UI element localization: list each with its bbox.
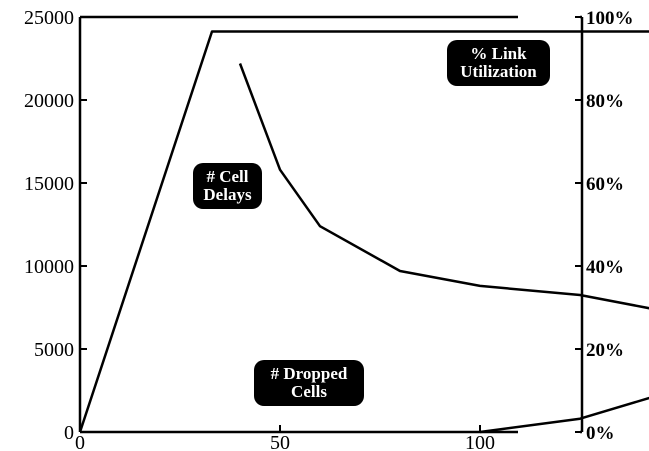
y-left-tick-label: 0 [64,422,74,444]
series-label-text: % Link [470,44,527,63]
y-left-tick-label: 20000 [24,90,74,112]
y-right-tick-label: 0% [586,423,615,444]
series-line-3 [479,396,649,434]
axes [78,15,584,434]
series-label-box-2 [193,163,262,209]
x-tick-label: 100 [465,432,495,451]
y-right-tick-label: 20% [586,340,624,361]
y-left-tick-label: 25000 [24,7,74,29]
series-label-text: Delays [203,185,252,204]
y-right-tick-label: 40% [586,257,624,278]
series-label-text: # Dropped [271,364,348,383]
series-line-1 [78,30,649,433]
series-lines [78,30,649,434]
series-label-box-1 [447,40,550,86]
y-left-tick-label: 15000 [24,173,74,195]
series-label-box-3 [254,360,364,406]
series-line-2 [238,63,649,310]
x-tick-label: 50 [270,432,290,451]
y-right-tick-label: 80% [586,91,624,112]
y-left-tick-label: 10000 [24,256,74,278]
y-right-tick-label: 60% [586,174,624,195]
ticks: 0 5000 10000 15000 20000 25000 0% 20% 40% 60% 80% 1… [24,7,634,451]
series-label-text: Cells [291,382,327,401]
y-left-tick-label: 5000 [34,339,74,361]
series-label-text: # Cell [206,167,248,186]
y-right-tick-label: 100% [586,8,634,29]
series-label-text: Utilization [460,62,537,81]
x-tick-label: 0 [75,432,85,451]
